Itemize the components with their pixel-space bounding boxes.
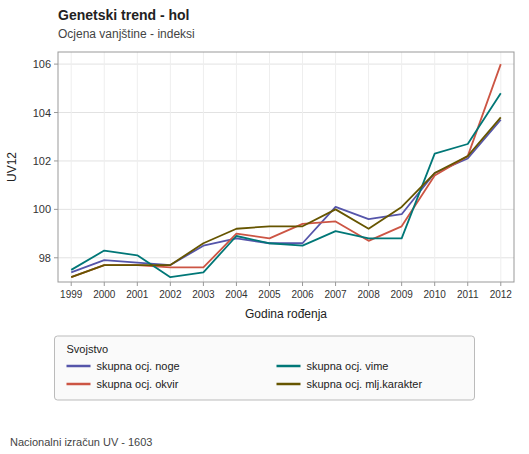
y-tick	[54, 209, 58, 210]
x-tick-label: 2005	[258, 289, 281, 300]
grid-line-x	[170, 52, 171, 282]
grid-line-x	[401, 52, 402, 282]
x-tick-label: 2001	[126, 289, 149, 300]
series-line	[71, 120, 501, 273]
x-tick-label: 2007	[324, 289, 347, 300]
grid-line-x	[434, 52, 435, 282]
grid-line-x	[71, 52, 72, 282]
x-tick-label: 2008	[357, 289, 380, 300]
y-tick-label: 102	[33, 155, 51, 167]
x-tick	[236, 282, 237, 286]
grid	[58, 52, 514, 282]
grid-line-x	[302, 52, 303, 282]
grid-line-y	[58, 64, 514, 65]
y-tick	[54, 112, 58, 113]
grid-line-y	[58, 257, 514, 258]
series-line	[71, 64, 501, 277]
x-tick	[203, 282, 204, 286]
plot-frame	[58, 52, 514, 282]
grid-line-x	[467, 52, 468, 282]
legend-swatch	[67, 383, 91, 386]
x-tick	[170, 282, 171, 286]
legend-swatch	[277, 365, 301, 368]
grid-line-x	[500, 52, 501, 282]
legend: Svojstvo skupna ocj. noge skupna ocj. okvi…	[55, 336, 475, 400]
grid-line-x	[368, 52, 369, 282]
x-tick-label: 2003	[192, 289, 215, 300]
x-tick-label: 2002	[159, 289, 182, 300]
x-axis-label: Godina rođenja	[245, 307, 327, 321]
grid-line-y	[58, 112, 514, 113]
x-tick-label: 2011	[457, 289, 479, 300]
x-tick	[137, 282, 138, 286]
grid-line-x	[236, 52, 237, 282]
x-tick	[368, 282, 369, 286]
grid-line-x	[335, 52, 336, 282]
x-tick-label: 2004	[225, 289, 248, 300]
legend-label: skupna ocj. noge	[97, 360, 180, 372]
lines	[71, 64, 501, 277]
footnote: Nacionalni izračun UV - 1603	[10, 436, 152, 448]
legend-box	[55, 336, 475, 400]
x-tick-label: 2010	[424, 289, 447, 300]
y-tick	[54, 64, 58, 65]
chart: Genetski trend - hol Ocjena vanjštine - i…	[0, 0, 529, 454]
x-tick-label: 1999	[60, 289, 83, 300]
x-tick-label: 2000	[93, 289, 116, 300]
grid-line-y	[58, 209, 514, 210]
y-tick-label: 98	[39, 252, 51, 264]
y-tick-label: 106	[33, 58, 51, 70]
grid-line-x	[104, 52, 105, 282]
x-tick	[401, 282, 402, 286]
legend-label: skupna ocj. vime	[307, 360, 389, 372]
x-tick	[434, 282, 435, 286]
legend-swatch	[277, 383, 301, 386]
x-tick-label: 2006	[291, 289, 314, 300]
x-tick-label: 2012	[490, 289, 513, 300]
x-tick	[467, 282, 468, 286]
series-line	[71, 117, 501, 277]
grid-line-x	[203, 52, 204, 282]
x-tick	[335, 282, 336, 286]
series-line	[71, 93, 501, 277]
y-tick	[54, 160, 58, 161]
x-tick	[500, 282, 501, 286]
y-axis-label: UV12	[5, 152, 19, 182]
y-axis: 98 100 102 104 106	[33, 58, 58, 264]
legend-label: skupna ocj. okvir	[97, 378, 179, 390]
y-tick-label: 100	[33, 203, 51, 215]
x-tick	[302, 282, 303, 286]
legend-title: Svojstvo	[67, 343, 109, 355]
grid-line-x	[137, 52, 138, 282]
legend-label: skupna ocj. mlj.karakter	[307, 378, 423, 390]
y-tick-label: 104	[33, 107, 51, 119]
subtitle: Ocjena vanjštine - indeksi	[58, 27, 195, 41]
x-axis: 1999 2000 2001 2002 2003 2004 2005 2006 2007 2008…	[60, 282, 512, 300]
grid-line-y	[58, 160, 514, 161]
x-tick-label: 2009	[391, 289, 414, 300]
x-tick	[269, 282, 270, 286]
x-tick	[71, 282, 72, 286]
legend-swatch	[67, 365, 91, 368]
grid-line-x	[269, 52, 270, 282]
y-tick	[54, 257, 58, 258]
title: Genetski trend - hol	[58, 7, 189, 23]
x-tick	[104, 282, 105, 286]
